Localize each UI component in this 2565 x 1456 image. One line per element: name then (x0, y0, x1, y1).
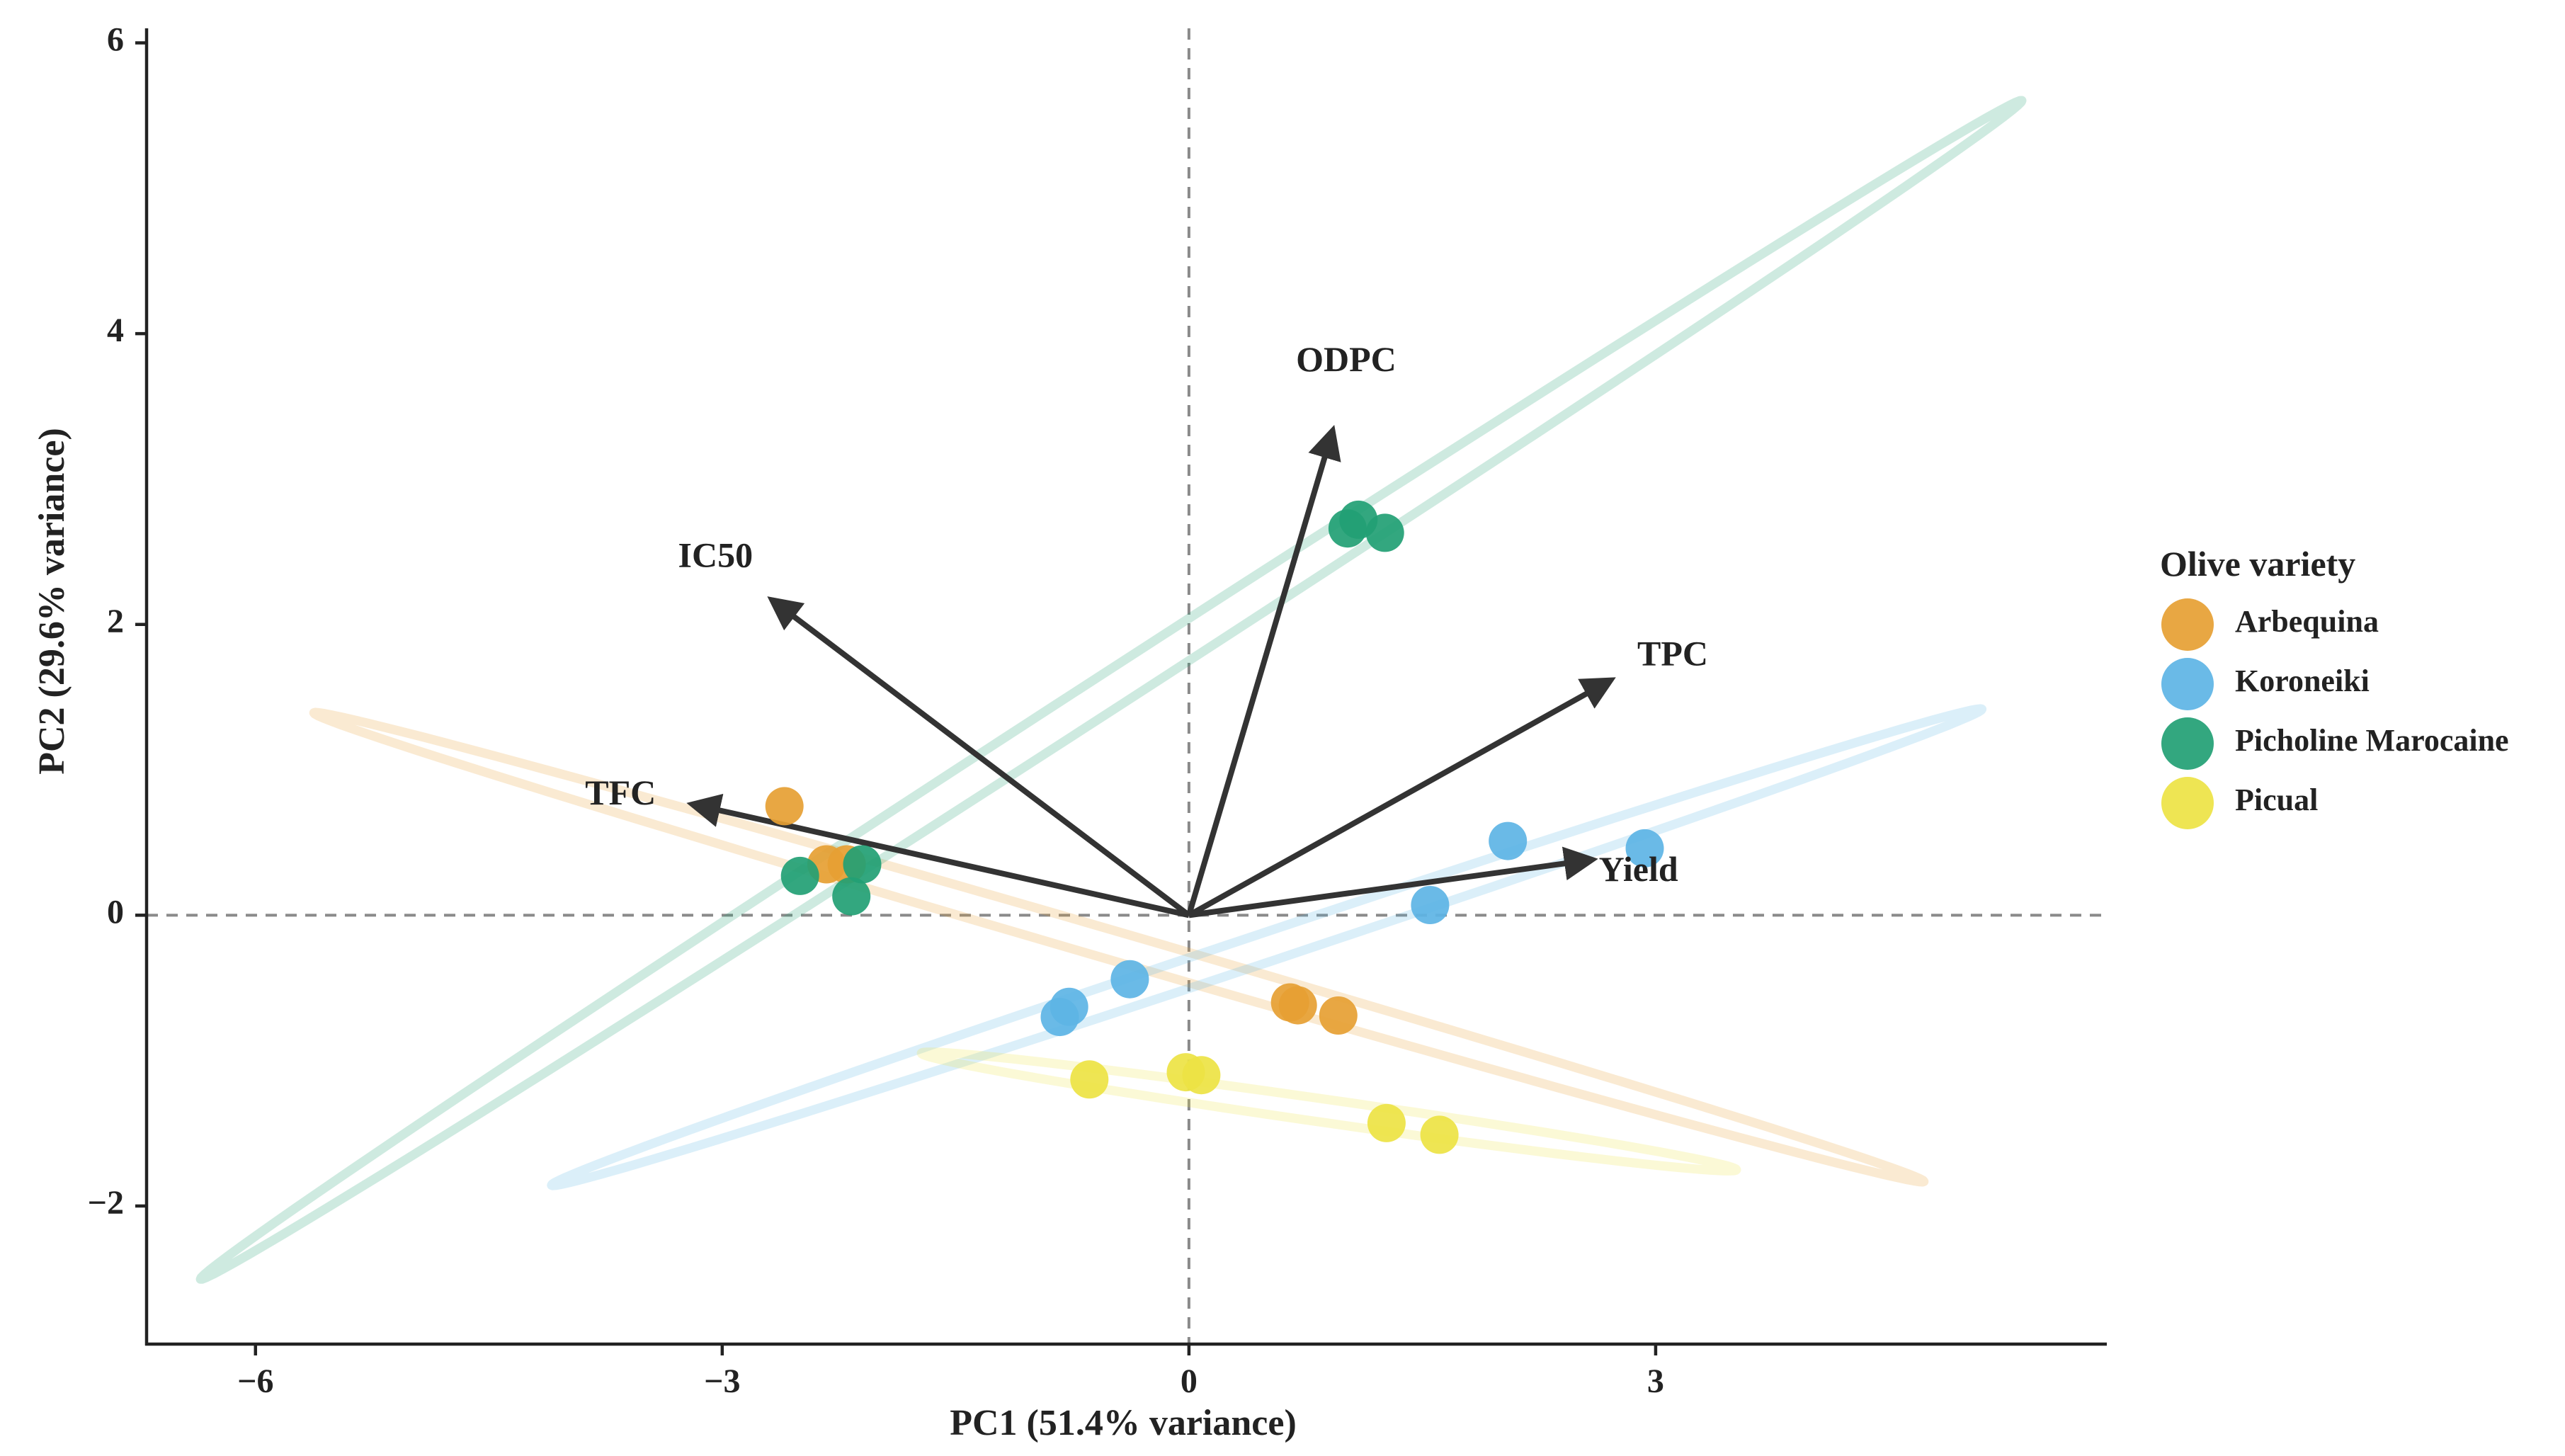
legend-label-arbequina: Arbequina (2235, 604, 2379, 639)
reference-lines (147, 28, 2107, 1344)
data-points (765, 500, 1664, 1154)
confidence-ellipses (195, 96, 2027, 1284)
y-tick-label: 0 (107, 893, 124, 931)
point-picual-3 (1182, 1056, 1221, 1095)
legend: Olive variety Arbequina Koroneiki Picholin… (2160, 544, 2509, 829)
point-arbequina-5 (1278, 986, 1317, 1025)
point-picholine-marocaine-2 (843, 845, 882, 884)
label-odpc: ODPC (1296, 339, 1397, 379)
label-tfc: TFC (585, 773, 656, 812)
arrow-tpc (1187, 677, 1616, 918)
x-axis-title: PC1 (51.4% variance) (950, 1403, 1297, 1443)
label-tpc: TPC (1637, 633, 1708, 673)
point-arbequina-1 (765, 787, 804, 826)
y-tick-label: −2 (88, 1184, 124, 1222)
point-koroneiki-4 (1411, 886, 1450, 924)
x-tick-label: −6 (237, 1363, 273, 1400)
loading-labels: ODPC IC50 TPC TFC Yield (585, 339, 1708, 889)
point-picholine-marocaine-6 (1365, 513, 1404, 552)
label-yield: Yield (1599, 849, 1678, 889)
y-tick-label: 2 (107, 603, 124, 640)
point-arbequina-6 (1319, 996, 1358, 1035)
x-tick-label: −3 (704, 1363, 740, 1400)
y-axis-title: PC2 (29.6% variance) (32, 428, 72, 775)
legend-label-koroneiki: Koroneiki (2235, 664, 2370, 698)
legend-swatch-picholine-marocaine (2161, 717, 2214, 770)
arrow-ic50 (767, 596, 1191, 918)
point-koroneiki-5 (1489, 821, 1528, 860)
axes: −6 −3 0 3 −2 0 2 4 6 (88, 21, 2107, 1400)
ellipse-picholine-marocaine (195, 96, 2027, 1284)
y-tick-label: 4 (107, 312, 124, 349)
arrow-odpc (1186, 425, 1341, 916)
legend-label-picual: Picual (2235, 783, 2318, 817)
point-picual-1 (1070, 1060, 1109, 1099)
x-tick-label: 0 (1181, 1363, 1198, 1400)
loading-vectors (686, 425, 1616, 918)
point-picholine-marocaine-3 (832, 877, 871, 916)
ellipse-arbequina (309, 707, 1929, 1187)
ellipse-picual (916, 1047, 1741, 1176)
legend-title: Olive variety (2160, 544, 2355, 584)
y-tick-label: 6 (107, 21, 124, 59)
arrow-yield (1188, 846, 1598, 918)
point-picual-5 (1420, 1115, 1459, 1154)
x-tick-label: 3 (1647, 1363, 1664, 1400)
point-koroneiki-3 (1040, 998, 1079, 1037)
legend-swatch-arbequina (2161, 598, 2214, 651)
point-koroneiki-6 (1625, 829, 1664, 868)
point-picholine-marocaine-1 (780, 856, 819, 895)
legend-swatch-koroneiki (2161, 658, 2214, 710)
point-picual-4 (1367, 1103, 1406, 1142)
legend-swatch-picual (2161, 777, 2214, 829)
point-koroneiki-1 (1110, 960, 1149, 999)
legend-label-picholine-marocaine: Picholine Marocaine (2235, 723, 2509, 758)
label-ic50: IC50 (678, 535, 753, 574)
